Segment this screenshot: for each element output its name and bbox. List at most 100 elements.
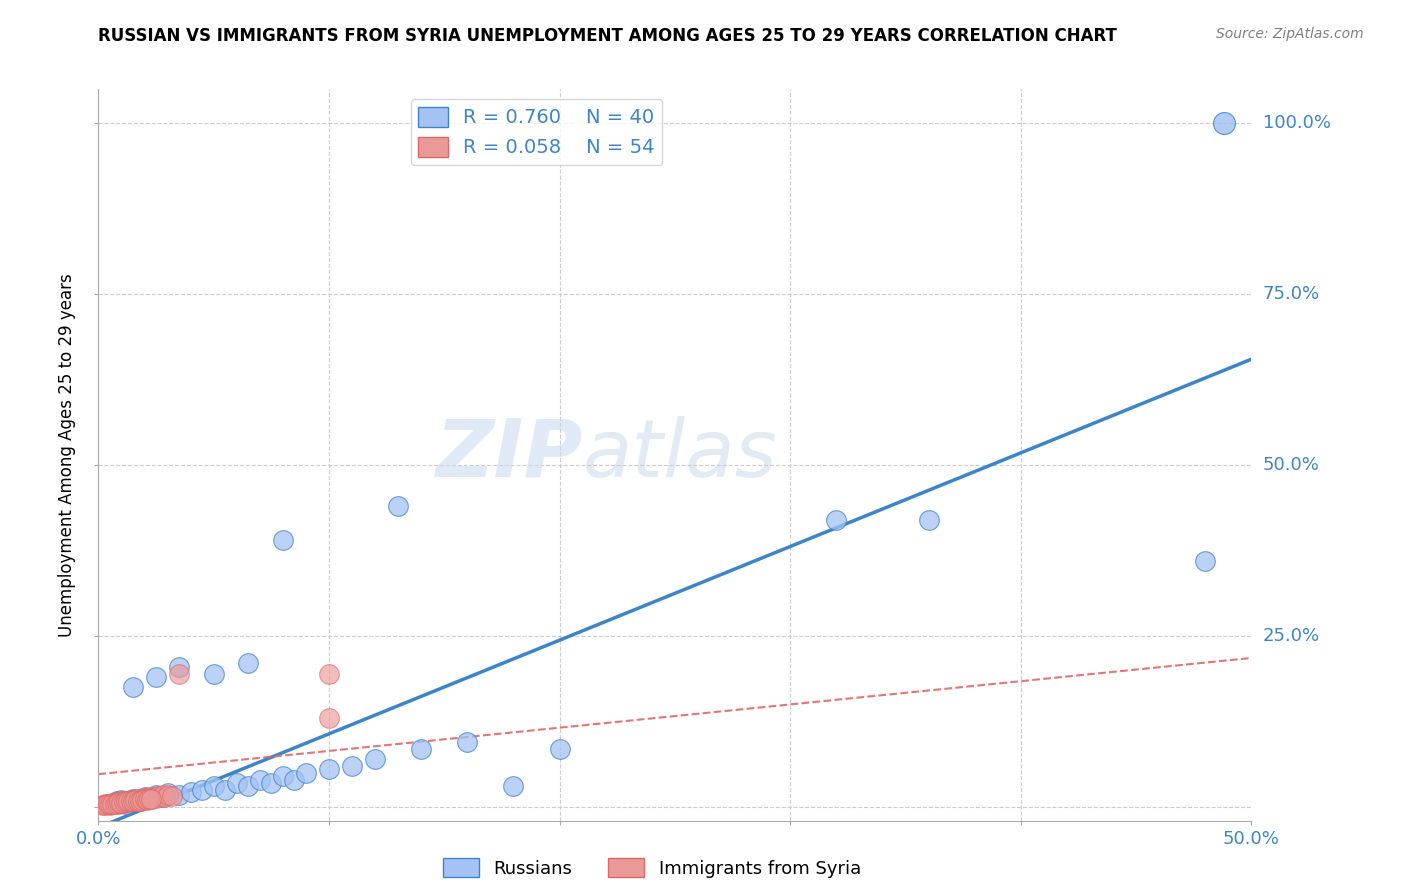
Point <box>94 797 117 812</box>
Point <box>135 793 157 807</box>
Point <box>134 789 156 804</box>
Point <box>142 789 165 804</box>
Point <box>105 796 128 810</box>
Point <box>148 789 170 803</box>
Point <box>103 797 125 811</box>
Point <box>97 797 120 812</box>
Point <box>152 789 174 803</box>
Point <box>105 795 128 809</box>
Point <box>129 795 152 809</box>
Point <box>91 797 114 812</box>
Point <box>318 666 340 681</box>
Point <box>122 791 145 805</box>
Point <box>127 795 149 809</box>
Point <box>260 776 283 790</box>
Text: 50.0%: 50.0% <box>1263 456 1320 475</box>
Point <box>456 735 478 749</box>
Point <box>225 776 247 790</box>
Point <box>149 790 172 805</box>
Point <box>364 752 387 766</box>
Text: 25.0%: 25.0% <box>1263 627 1320 645</box>
Point <box>318 763 340 777</box>
Point <box>238 657 260 671</box>
Point <box>117 795 139 809</box>
Point <box>129 794 152 808</box>
Point <box>202 666 225 681</box>
Point <box>98 797 121 812</box>
Point <box>112 796 135 810</box>
Point <box>180 785 202 799</box>
Point <box>167 788 190 802</box>
Y-axis label: Unemployment Among Ages 25 to 29 years: Unemployment Among Ages 25 to 29 years <box>58 273 76 637</box>
Point <box>387 499 409 513</box>
Point <box>108 797 131 811</box>
Point <box>98 797 121 811</box>
Point <box>145 670 167 684</box>
Point <box>141 791 163 805</box>
Point <box>271 533 294 548</box>
Point <box>156 786 179 800</box>
Point <box>138 792 160 806</box>
Point <box>124 793 146 807</box>
Point <box>120 793 142 807</box>
Point <box>117 794 139 808</box>
Point <box>115 795 138 809</box>
Point <box>155 789 177 804</box>
Point <box>141 791 163 805</box>
Text: ZIP: ZIP <box>436 416 582 494</box>
Point <box>411 742 433 756</box>
Legend: Russians, Immigrants from Syria: Russians, Immigrants from Syria <box>436 851 869 885</box>
Point <box>120 795 142 809</box>
Point <box>167 660 190 674</box>
Point <box>145 791 167 805</box>
Text: Source: ZipAtlas.com: Source: ZipAtlas.com <box>1216 27 1364 41</box>
Point <box>124 792 146 806</box>
Point <box>249 772 271 787</box>
Point <box>115 797 138 811</box>
Point <box>340 759 363 773</box>
Point <box>160 789 183 803</box>
Point <box>131 793 153 807</box>
Point <box>122 681 145 695</box>
Point <box>1194 554 1216 568</box>
Point <box>94 797 117 812</box>
Point <box>202 780 225 794</box>
Point <box>97 797 120 811</box>
Point <box>134 792 156 806</box>
Point <box>112 795 135 809</box>
Point <box>271 769 294 783</box>
Point <box>105 795 128 809</box>
Point <box>502 780 524 794</box>
Point <box>138 790 160 805</box>
Point <box>134 791 156 805</box>
Point <box>129 791 152 805</box>
Point <box>127 794 149 808</box>
Text: RUSSIAN VS IMMIGRANTS FROM SYRIA UNEMPLOYMENT AMONG AGES 25 TO 29 YEARS CORRELAT: RUSSIAN VS IMMIGRANTS FROM SYRIA UNEMPLO… <box>98 27 1118 45</box>
Point <box>108 795 131 809</box>
Point <box>156 788 179 802</box>
Point <box>295 765 318 780</box>
Point <box>318 711 340 725</box>
Point <box>122 794 145 808</box>
Point <box>135 792 157 806</box>
Point <box>98 797 121 811</box>
Point <box>917 513 939 527</box>
Point <box>214 783 236 797</box>
Point <box>110 796 132 810</box>
Point <box>1212 116 1234 130</box>
Point <box>101 796 124 810</box>
Point <box>191 783 214 797</box>
Point <box>131 793 153 807</box>
Text: 100.0%: 100.0% <box>1263 114 1331 132</box>
Text: 75.0%: 75.0% <box>1263 285 1320 303</box>
Point <box>110 795 132 809</box>
Point <box>103 797 125 812</box>
Point <box>145 788 167 802</box>
Point <box>283 772 305 787</box>
Point <box>101 797 124 812</box>
Point <box>825 513 848 527</box>
Point <box>152 789 174 804</box>
Point <box>122 795 145 809</box>
Point <box>138 791 160 805</box>
Point <box>110 793 132 807</box>
